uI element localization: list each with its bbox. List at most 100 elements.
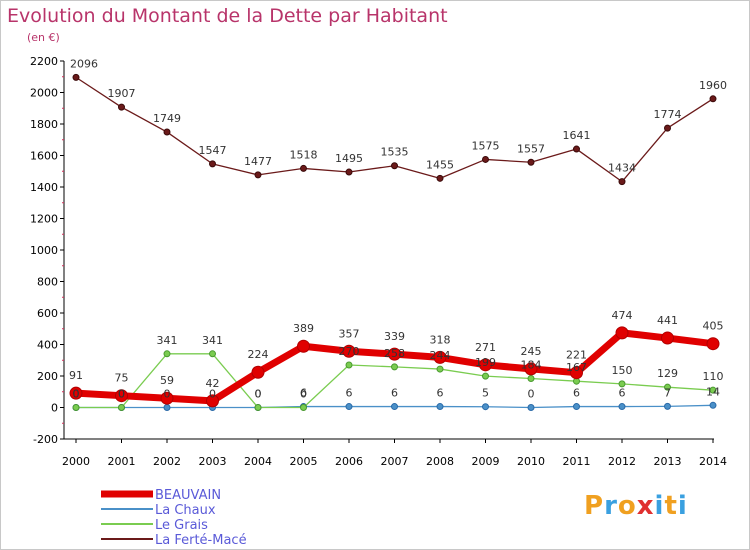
data-point	[391, 162, 398, 170]
data-point	[345, 168, 353, 176]
data-label: 389	[293, 322, 314, 335]
x-tick-label: 2010	[517, 455, 545, 468]
data-point	[709, 386, 717, 394]
data-point	[482, 155, 489, 163]
data-point	[163, 404, 171, 411]
data-point	[664, 402, 671, 410]
data-label: 341	[202, 334, 223, 347]
chart-title: Evolution du Montant de la Dette par Hab…	[7, 5, 448, 27]
data-label: 1774	[654, 108, 682, 121]
data-label: 0	[118, 388, 125, 401]
data-label: 0	[73, 388, 80, 401]
logo-letter: x	[636, 491, 655, 521]
data-point	[433, 350, 447, 364]
y-tick-label: 2000	[30, 87, 58, 100]
y-tick-label: 600	[37, 307, 58, 320]
data-point	[570, 366, 583, 380]
x-tick-label: 2009	[472, 455, 500, 468]
logo-letter: o	[617, 491, 637, 521]
data-label: 199	[475, 356, 496, 369]
y-tick-label: 200	[37, 370, 58, 383]
data-label: 1749	[153, 112, 181, 125]
data-point	[163, 128, 171, 136]
data-point	[251, 365, 265, 379]
data-label: 0	[73, 388, 80, 401]
data-label: 6	[437, 387, 444, 400]
data-point	[709, 401, 717, 409]
data-point	[709, 95, 717, 103]
data-point	[391, 403, 398, 411]
data-point	[391, 363, 398, 371]
data-point	[436, 403, 444, 411]
data-label: 0	[209, 388, 216, 401]
data-point	[163, 350, 171, 358]
data-point	[618, 380, 626, 388]
x-tick-label: 2013	[654, 455, 682, 468]
data-label: 0	[118, 388, 125, 401]
data-label: 339	[384, 330, 405, 343]
data-label: 1907	[108, 87, 136, 100]
data-point	[345, 403, 353, 411]
data-label: 1557	[517, 142, 545, 155]
data-point	[300, 404, 307, 411]
data-point	[118, 404, 125, 411]
legend-label: BEAUVAIN	[155, 488, 221, 503]
data-point	[72, 73, 80, 81]
data-point	[342, 344, 356, 358]
data-point	[527, 375, 535, 383]
data-label: 184	[521, 359, 542, 372]
data-label: 75	[115, 372, 129, 385]
x-tick-label: 2002	[153, 455, 181, 468]
data-label: 1518	[290, 148, 318, 161]
data-point	[482, 372, 489, 380]
data-label: 6	[346, 387, 353, 400]
data-label: 6	[573, 387, 580, 400]
data-label: 357	[339, 327, 360, 340]
data-point	[300, 164, 307, 172]
data-point	[661, 331, 674, 345]
x-tick-label: 2011	[563, 455, 591, 468]
data-label: 91	[69, 369, 83, 382]
data-point	[527, 404, 535, 411]
data-point	[664, 124, 671, 132]
x-tick-label: 2005	[290, 455, 318, 468]
y-tick-label: 2200	[30, 55, 58, 68]
y-tick-label: -200	[33, 433, 58, 446]
data-point	[160, 391, 174, 405]
y-tick-label: 1600	[30, 150, 58, 163]
data-point	[206, 394, 219, 408]
data-label: 1960	[699, 79, 727, 92]
data-label: 6	[300, 387, 307, 400]
data-point	[209, 350, 216, 358]
data-point	[479, 358, 492, 372]
data-point	[706, 337, 720, 351]
data-point	[388, 347, 401, 361]
data-label: 1535	[381, 146, 409, 159]
data-label: 6	[391, 387, 398, 400]
data-point	[664, 383, 671, 391]
data-label: 341	[157, 334, 178, 347]
data-label: 42	[206, 377, 220, 390]
data-label: 221	[566, 349, 587, 362]
data-point	[615, 326, 629, 340]
data-label: 271	[475, 341, 496, 354]
x-tick-label: 2004	[244, 455, 272, 468]
data-label: 1641	[563, 129, 591, 142]
data-label: 1495	[335, 152, 363, 165]
data-label: 6	[619, 387, 626, 400]
y-tick-label: 1800	[30, 118, 58, 131]
logo-letter: r	[604, 491, 618, 521]
data-label: 441	[657, 314, 678, 327]
data-point	[345, 361, 353, 369]
data-label: 167	[566, 361, 587, 374]
data-label: 0	[255, 388, 262, 401]
logo-letter: P	[584, 491, 605, 521]
x-tick-label: 2014	[699, 455, 727, 468]
data-label: 244	[430, 349, 451, 362]
legend-label: La Ferté-Macé	[155, 533, 247, 548]
data-point	[618, 178, 626, 186]
logo-letter: t	[664, 491, 678, 521]
y-tick-label: 800	[37, 276, 58, 289]
data-point	[209, 160, 216, 168]
